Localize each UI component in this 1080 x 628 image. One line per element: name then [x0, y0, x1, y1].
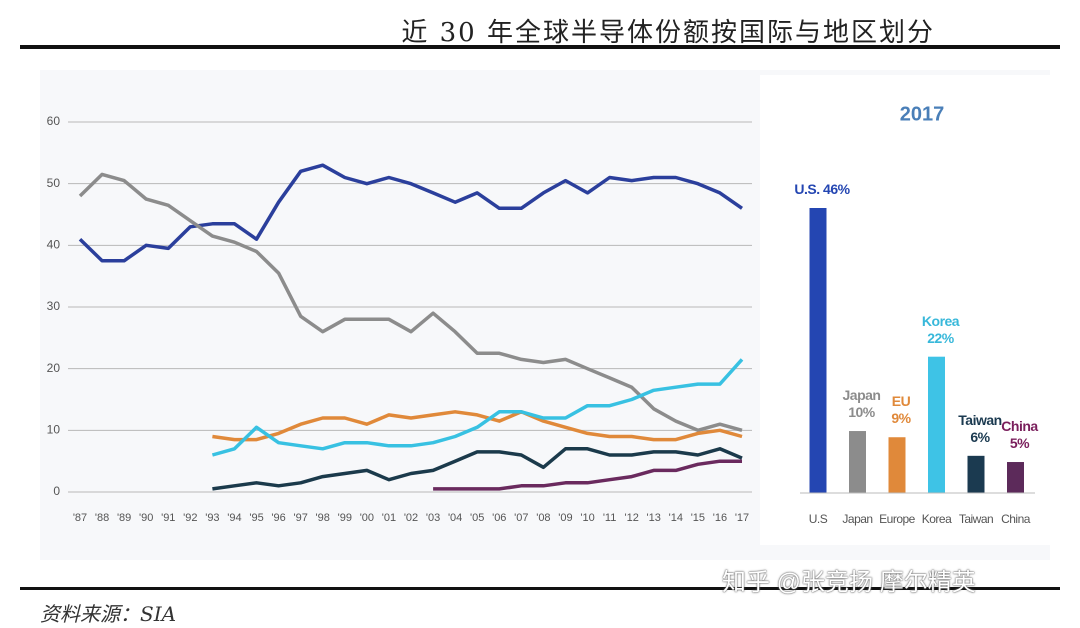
x-tick-label: '01 [382, 512, 396, 524]
y-tick-label: 40 [47, 238, 61, 252]
x-tick-label: '91 [161, 512, 175, 524]
x-tick-label: China [1001, 512, 1031, 526]
bar [888, 437, 906, 493]
x-tick-label: '95 [249, 512, 263, 524]
x-tick-label: '90 [139, 512, 153, 524]
x-tick-label: '96 [271, 512, 285, 524]
x-tick-label: '17 [735, 512, 749, 524]
value-label: U.S. 46% [794, 181, 850, 197]
x-tick-label: '88 [95, 512, 109, 524]
x-tick-label: '11 [603, 512, 617, 524]
line-series [78, 163, 744, 263]
value-label: EU 9% [891, 393, 911, 427]
x-tick-label: Korea [922, 512, 952, 526]
y-tick-label: 0 [53, 484, 60, 498]
x-tick-label: '10 [580, 512, 594, 524]
line-series [78, 172, 743, 433]
x-tick-label: '00 [360, 512, 374, 524]
value-label: China 5% [1001, 418, 1038, 452]
x-tick-label: '97 [293, 512, 307, 524]
source-note: 资料来源：SIA [40, 602, 177, 626]
x-tick-label: '06 [492, 512, 506, 524]
header-rule [20, 45, 1060, 49]
x-tick-label: Taiwan [959, 512, 993, 526]
line-series [211, 358, 744, 457]
bar-chart-title: 2017 [900, 103, 945, 125]
bar [1007, 462, 1024, 493]
x-tick-label: '04 [448, 512, 462, 524]
y-tick-label: 50 [47, 176, 61, 190]
x-tick-label: '93 [205, 512, 219, 524]
x-tick-label: '03 [426, 512, 440, 524]
x-tick-label: '98 [316, 512, 330, 524]
x-tick-label: Japan [842, 512, 872, 526]
x-tick-label: Europe [879, 512, 916, 526]
line-series [433, 459, 742, 491]
y-tick-label: 20 [47, 361, 61, 375]
watermark: 知乎 @张竞扬 摩尔精英 [722, 569, 976, 596]
x-tick-label: '15 [691, 512, 705, 524]
x-tick-label: U.S [809, 512, 828, 526]
y-tick-label: 30 [47, 299, 61, 313]
value-label: Taiwan 6% [958, 411, 1002, 445]
x-tick-label: '14 [669, 512, 683, 524]
x-tick-label: '13 [647, 512, 661, 524]
bar [809, 208, 827, 493]
x-tick-label: '87 [73, 512, 87, 524]
bar [967, 455, 985, 493]
value-label: Japan 10% [842, 387, 881, 421]
line-series [212, 410, 743, 442]
x-tick-label: '92 [183, 512, 197, 524]
x-tick-label: '99 [338, 512, 352, 524]
x-tick-label: '09 [558, 512, 572, 524]
x-tick-label: '94 [227, 512, 241, 524]
footer-rule [20, 587, 1060, 590]
line-series [212, 447, 743, 491]
y-tick-label: 60 [47, 114, 61, 128]
x-tick-label: '08 [536, 512, 550, 524]
x-tick-label: '02 [404, 512, 418, 524]
x-tick-label: '07 [514, 512, 528, 524]
value-label: Korea 22% [921, 312, 960, 346]
page-title: 近 30 年全球半导体份额按国际与地区划分 [401, 18, 935, 48]
bar [928, 356, 945, 493]
x-tick-label: '16 [713, 512, 727, 524]
bar [849, 431, 866, 493]
y-tick-label: 10 [47, 423, 61, 437]
x-tick-label: '05 [470, 512, 484, 524]
x-tick-label: '12 [624, 512, 638, 524]
x-tick-label: '89 [117, 512, 131, 524]
